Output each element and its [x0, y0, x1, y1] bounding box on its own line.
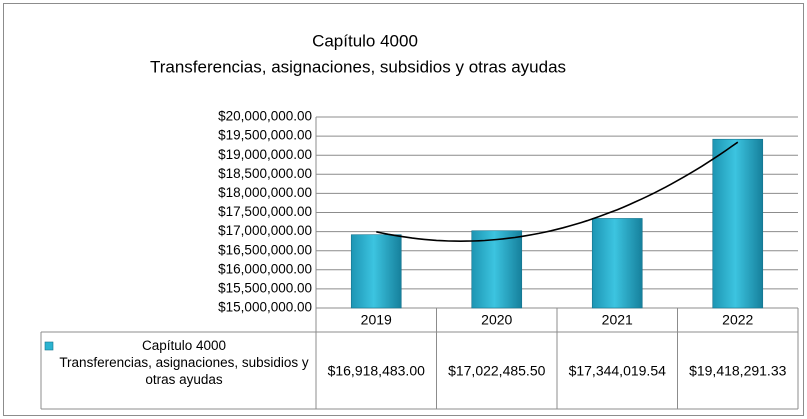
bar	[471, 230, 523, 309]
table-value: $17,344,019.54	[569, 363, 667, 379]
legend-box: Capítulo 4000 Transferencias, asignacion…	[59, 338, 309, 387]
y-tick-label: $16,500,000.00	[218, 242, 312, 257]
y-tick-label: $16,000,000.00	[218, 261, 312, 276]
y-tick-label: $15,000,000.00	[218, 300, 312, 315]
y-tick-label: $17,000,000.00	[218, 223, 312, 238]
x-tick-label: 2021	[602, 312, 633, 328]
y-tick-label: $18,000,000.00	[218, 185, 312, 200]
chart-border	[3, 3, 804, 416]
y-tick-label: $19,500,000.00	[218, 128, 312, 143]
chart-subtitle: Transferencias, asignaciones, subsidios …	[150, 57, 566, 76]
table-value: $17,022,485.50	[448, 363, 546, 379]
legend-label: Capítulo 4000 Transferencias, asignacion…	[59, 338, 309, 387]
y-tick-label: $18,500,000.00	[218, 166, 312, 181]
chart-title: Capítulo 4000	[312, 31, 418, 50]
x-tick-label: 2020	[481, 312, 512, 328]
bar	[350, 234, 402, 309]
y-tick-label: $20,000,000.00	[218, 109, 312, 124]
bar	[712, 138, 764, 309]
table-value: $19,418,291.33	[689, 363, 787, 379]
y-tick-label: $15,500,000.00	[218, 280, 312, 295]
y-tick-label: $17,500,000.00	[218, 204, 312, 219]
y-tick-label: $19,000,000.00	[218, 147, 312, 162]
trendline	[376, 141, 739, 243]
legend-key	[44, 341, 54, 351]
x-tick-label: 2019	[361, 312, 392, 328]
x-tick-label: 2022	[722, 312, 753, 328]
bar	[591, 218, 643, 309]
table-value: $16,918,483.00	[328, 363, 426, 379]
